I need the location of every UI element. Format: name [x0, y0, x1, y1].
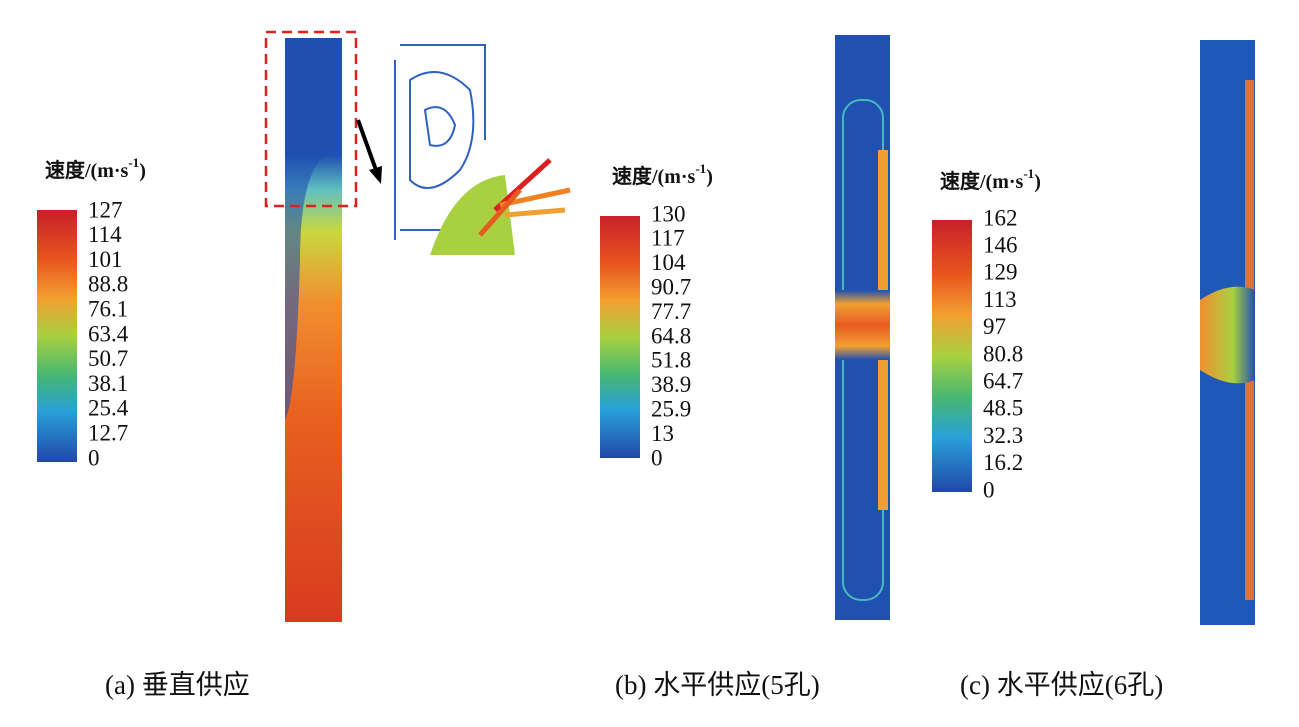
colorbar-tick-label: 117 — [651, 226, 685, 251]
colorbar-tick-label: 77.7 — [651, 299, 691, 324]
colorbar-tick-label: 97 — [983, 314, 1006, 339]
contour-region — [285, 38, 342, 420]
colorbar-tick-label: 162 — [983, 205, 1018, 230]
arrow — [356, 119, 378, 171]
highlight-box — [264, 30, 358, 208]
legend-title-sup: -1 — [1023, 166, 1034, 181]
colorbar-tick-label: 146 — [983, 232, 1018, 257]
colorbar-tick-label: 50.7 — [88, 346, 128, 371]
legend-title-text: 速度/(m·s — [45, 158, 129, 182]
caption: (a) 垂直供应 — [105, 670, 250, 700]
vector-inset — [394, 44, 486, 240]
legend-title-text: 速度/(m·s — [940, 169, 1024, 193]
caption: (c) 水平供应(6孔) — [960, 670, 1163, 700]
colorbar — [932, 220, 972, 492]
colorbar-tick-label: 63.4 — [88, 321, 129, 346]
colorbar-tick-label: 114 — [88, 222, 122, 247]
colorbar-tick-label: 64.7 — [983, 368, 1023, 393]
legend-title-close: ) — [706, 166, 713, 188]
colorbar-tick-label: 127 — [88, 197, 123, 222]
legend-title: 速度/(m·s-1) — [45, 155, 146, 182]
colorbar-tick-label: 90.7 — [651, 274, 691, 299]
colorbar-tick-label: 13 — [651, 421, 674, 446]
colorbar-tick-label: 0 — [88, 445, 100, 470]
colorbar-tick-label: 113 — [983, 287, 1017, 312]
colorbar-tick-label: 48.5 — [983, 396, 1023, 421]
colorbar-tick-label: 0 — [651, 445, 663, 470]
colorbar-tick-label: 80.8 — [983, 341, 1023, 366]
arrow-head — [369, 166, 382, 184]
contour-band — [1200, 286, 1255, 384]
legend-title-sup: -1 — [695, 161, 706, 176]
colorbar-tick-label: 130 — [651, 201, 686, 226]
colorbar-tick-label: 25.4 — [88, 396, 129, 421]
legend-title-text: 速度/(m·s — [612, 164, 696, 188]
caption: (b) 水平供应(5孔) — [615, 670, 820, 700]
legend-title-close: ) — [1034, 171, 1041, 193]
colorbar-tick-label: 129 — [983, 260, 1018, 285]
labels: 速度/(m·s-1)12711410188.876.163.450.738.12… — [45, 155, 1163, 700]
legend-title: 速度/(m·s-1) — [940, 166, 1041, 193]
colorbar — [600, 216, 640, 458]
vector-inset-fast — [430, 175, 515, 255]
colorbar — [37, 210, 77, 462]
legend-title-close: ) — [139, 160, 146, 182]
colorbar-tick-label: 51.8 — [651, 348, 691, 373]
contour-band — [835, 290, 890, 360]
colorbar-tick-label: 101 — [88, 247, 123, 272]
colorbar-tick-label: 12.7 — [88, 420, 128, 445]
colorbar-tick-label: 25.9 — [651, 396, 691, 421]
colorbar-tick-label: 16.2 — [983, 450, 1023, 475]
colorbar-tick-label: 38.9 — [651, 372, 691, 397]
colorbar-tick-label: 104 — [651, 250, 686, 275]
colorbar-tick-label: 32.3 — [983, 423, 1023, 448]
legend-title-sup: -1 — [128, 155, 139, 170]
colorbar-tick-label: 0 — [983, 477, 995, 502]
colorbar-tick-label: 88.8 — [88, 272, 128, 297]
colorbar-tick-label: 64.8 — [651, 323, 691, 348]
vector-arrows — [478, 158, 571, 237]
colorbar-tick-label: 38.1 — [88, 371, 128, 396]
colorbar-tick-label: 76.1 — [88, 296, 128, 321]
legend-title: 速度/(m·s-1) — [612, 161, 713, 188]
